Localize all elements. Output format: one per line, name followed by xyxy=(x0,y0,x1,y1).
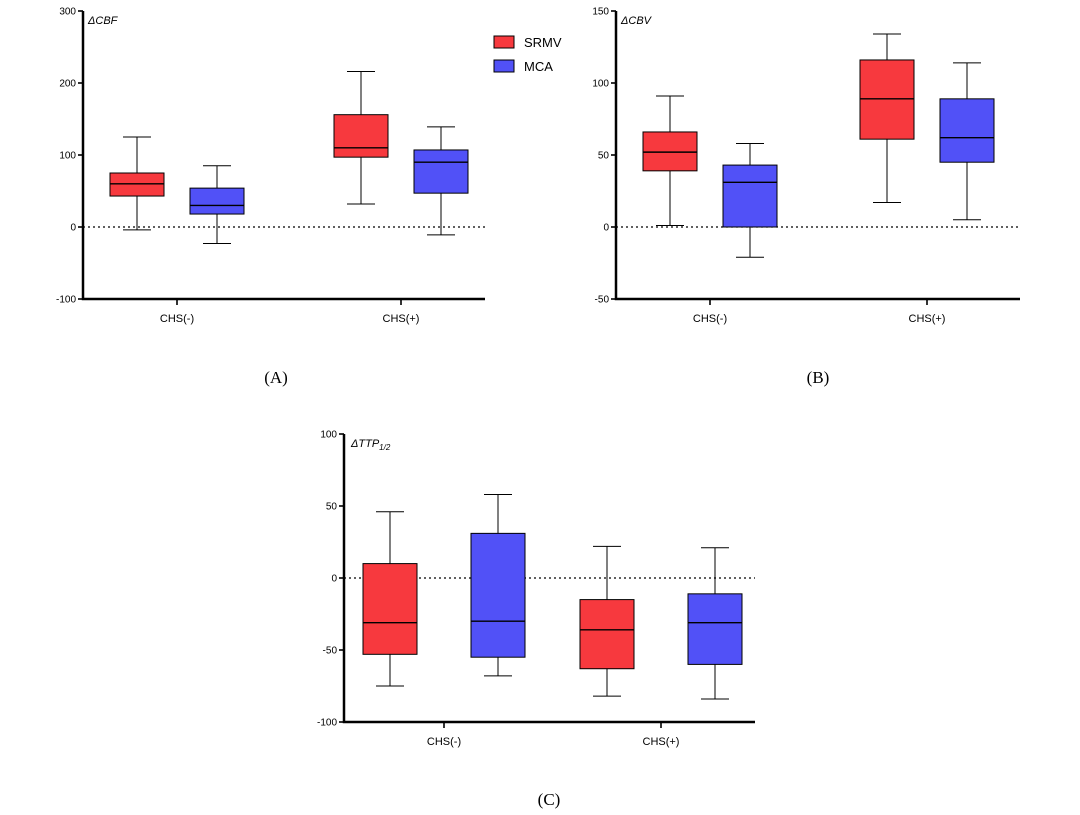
b-category-label-0: CHS(-) xyxy=(693,313,727,325)
legend-swatch-mca xyxy=(493,59,515,73)
c-ytick-label-2: 0 xyxy=(331,574,337,585)
a-category-label-1: CHS(+) xyxy=(383,313,420,325)
c-ytick-label-0: -100 xyxy=(317,718,337,729)
c-ylabel-subscript: 1/2 xyxy=(379,443,391,452)
chart-panel-b: -50 0 50 100 150 CHS(-) CHS(+) ΔCBV (B) xyxy=(592,7,1020,387)
b-box-mca-0-iqr xyxy=(722,164,778,228)
b-category-label-1: CHS(+) xyxy=(909,313,946,325)
c-box-srmv-1-iqr xyxy=(579,599,635,670)
a-ytick-label-2: 100 xyxy=(59,151,76,162)
legend-label-mca: MCA xyxy=(524,59,553,74)
b-axes xyxy=(614,11,1020,301)
a-box-mca-1-iqr xyxy=(413,149,469,194)
legend-label-srmv: SRMV xyxy=(524,35,562,50)
c-box-mca-1-iqr xyxy=(687,593,743,665)
b-box-mca-1-iqr xyxy=(939,98,995,163)
a-category-label-0: CHS(-) xyxy=(160,313,194,325)
chart-panel-a: -100 0 100 200 300 CHS(-) CHS(+) ΔCBF (A) xyxy=(56,7,485,387)
c-ytick-label-4: 100 xyxy=(320,430,337,441)
a-ytick-label-1: 0 xyxy=(70,223,76,234)
a-ytick-label-4: 300 xyxy=(59,7,76,18)
c-panel-label: (C) xyxy=(538,790,561,809)
a-ylabel: ΔCBF xyxy=(87,15,119,27)
legend: SRMV MCA xyxy=(493,35,562,74)
a-axes xyxy=(81,11,485,301)
b-panel-label: (B) xyxy=(807,368,830,387)
b-ytick-label-4: 150 xyxy=(592,7,609,18)
a-box-srmv-0-iqr xyxy=(109,172,165,197)
a-panel-label: (A) xyxy=(264,368,288,387)
c-box-mca-0-iqr xyxy=(470,532,526,658)
b-ytick-label-3: 100 xyxy=(592,79,609,90)
a-ytick-label-3: 200 xyxy=(59,79,76,90)
c-ytick-label-3: 50 xyxy=(326,502,338,513)
chart-panel-c: -100 -50 0 50 100 CHS(-) CHS(+) ΔTTP1/2 (C) xyxy=(317,430,755,809)
b-ytick-label-0: -50 xyxy=(595,295,610,306)
a-ytick-label-0: -100 xyxy=(56,295,76,306)
c-box-srmv-0-iqr xyxy=(362,563,418,655)
b-box-srmv-1-iqr xyxy=(859,59,915,140)
a-box-srmv-1-iqr xyxy=(333,114,389,158)
b-box-srmv-0-iqr xyxy=(642,131,698,172)
legend-swatch-srmv xyxy=(493,35,515,49)
a-box-mca-0-iqr xyxy=(189,187,245,215)
b-ytick-label-2: 50 xyxy=(598,151,610,162)
c-ylabel: ΔTTP1/2 xyxy=(350,438,391,452)
c-ytick-label-1: -50 xyxy=(323,646,338,657)
c-category-label-1: CHS(+) xyxy=(643,736,680,748)
c-category-label-0: CHS(-) xyxy=(427,736,461,748)
c-axes xyxy=(342,434,755,724)
b-ylabel: ΔCBV xyxy=(620,15,653,27)
b-ytick-label-1: 0 xyxy=(603,223,609,234)
